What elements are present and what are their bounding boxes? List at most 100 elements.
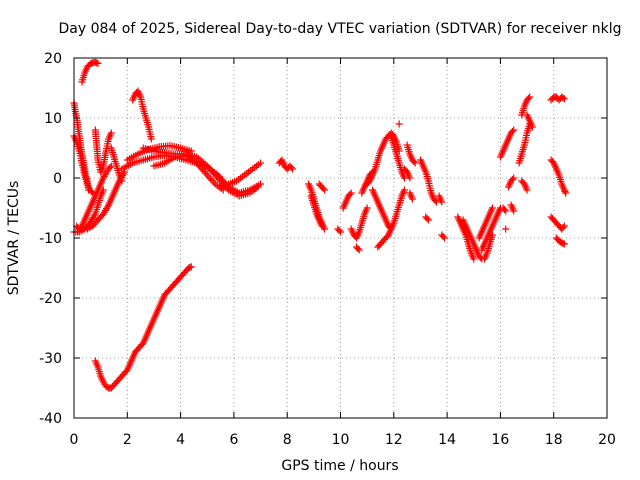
data-point-marker <box>219 186 227 194</box>
chart-title: Day 084 of 2025, Sidereal Day-to-day VTE… <box>59 21 622 37</box>
data-point-marker <box>337 228 344 236</box>
data-point-marker <box>254 183 262 191</box>
data-point-marker <box>94 59 102 67</box>
data-point-marker <box>502 225 510 233</box>
x-tick-label: 4 <box>176 432 185 448</box>
x-tick-label: 0 <box>70 432 79 448</box>
data-point-marker <box>99 186 107 194</box>
data-markers <box>70 58 570 392</box>
y-tick-label: -40 <box>39 411 62 427</box>
data-point-marker <box>289 165 297 173</box>
data-point-marker <box>287 164 295 171</box>
x-tick-label: 20 <box>598 432 616 448</box>
data-point-marker <box>147 135 155 143</box>
x-tick-label: 2 <box>123 432 132 448</box>
x-tick-label: 14 <box>438 432 456 448</box>
data-point-marker <box>321 186 329 194</box>
data-point-marker <box>560 95 568 103</box>
data-point-marker <box>510 126 518 134</box>
data-point-marker <box>395 120 403 128</box>
data-point-marker <box>440 234 448 242</box>
x-tick-label: 18 <box>545 432 563 448</box>
data-point-marker <box>508 128 516 135</box>
data-point-marker <box>346 191 354 198</box>
data-point-marker <box>187 263 195 271</box>
data-point-marker <box>199 166 207 174</box>
data-point-marker <box>528 123 536 131</box>
data-point-marker <box>107 129 115 137</box>
data-point-marker <box>488 204 496 212</box>
data-point-marker <box>411 159 419 167</box>
data-point-marker <box>502 207 510 215</box>
data-point-marker <box>209 169 217 177</box>
data-point-marker <box>408 195 416 203</box>
y-tick-label: -30 <box>39 351 62 367</box>
data-point-marker <box>439 233 447 240</box>
x-tick-label: 10 <box>332 432 350 448</box>
data-point-marker <box>400 186 408 194</box>
data-point-marker <box>194 161 202 169</box>
data-point-marker <box>561 188 569 195</box>
data-point-marker <box>193 159 201 167</box>
data-point-marker <box>510 207 518 215</box>
y-axis-label: SDTVAR / TECUs <box>6 181 22 296</box>
data-point-marker <box>187 147 195 155</box>
data-point-marker <box>85 186 93 194</box>
data-point-marker <box>560 240 568 248</box>
data-point-marker <box>523 186 531 194</box>
data-point-marker <box>354 245 362 252</box>
data-point-marker <box>211 171 219 179</box>
y-tick-label: 0 <box>53 171 62 187</box>
data-point-marker <box>106 164 114 171</box>
data-point-marker <box>200 168 208 176</box>
x-tick-label: 6 <box>229 432 238 448</box>
data-point-marker <box>203 162 211 170</box>
data-point-marker <box>438 198 446 206</box>
y-tick-label: 20 <box>44 51 62 67</box>
y-tick-label: -20 <box>39 291 62 307</box>
data-point-marker <box>319 185 327 192</box>
x-axis-label: GPS time / hours <box>281 458 398 474</box>
data-point-marker <box>424 216 432 224</box>
data-point-marker <box>560 186 568 194</box>
data-point-marker <box>101 171 109 179</box>
data-point-marker <box>526 93 534 101</box>
data-point-marker <box>335 227 343 234</box>
data-point-marker <box>215 176 223 184</box>
data-point-marker <box>355 246 363 254</box>
data-point-marker <box>508 176 516 183</box>
data-point-marker <box>196 162 204 170</box>
data-point-marker <box>488 231 496 239</box>
data-point-marker <box>559 94 567 102</box>
data-point-marker <box>410 158 418 165</box>
data-point-marker <box>363 204 371 212</box>
data-point-marker <box>347 189 355 197</box>
data-point-marker <box>212 172 220 180</box>
data-point-marker <box>257 159 265 167</box>
y-tick-label: -10 <box>39 231 62 247</box>
data-point-marker <box>559 224 567 231</box>
data-point-marker <box>423 215 431 222</box>
data-point-marker <box>202 169 210 177</box>
data-point-marker <box>524 95 532 102</box>
data-point-marker <box>500 206 508 213</box>
data-point-marker <box>197 164 205 172</box>
data-point-marker <box>118 177 126 185</box>
data-point-marker <box>93 59 101 67</box>
data-point-marker <box>560 222 568 230</box>
data-point-marker <box>470 255 478 263</box>
data-point-marker <box>562 189 570 197</box>
data-point-marker <box>510 174 518 182</box>
x-tick-label: 8 <box>283 432 292 448</box>
data-point-marker <box>318 222 326 230</box>
data-point-marker <box>206 165 214 173</box>
data-point-marker <box>406 174 414 182</box>
y-tick-label: 10 <box>44 111 62 127</box>
data-point-marker <box>208 167 216 175</box>
data-point-marker <box>205 164 213 172</box>
axis-ticks: 0 2 4 6 8 10 12 14 16 18 20 -40 -30 -20 -10 0 10 20 <box>39 51 616 448</box>
x-tick-label: 16 <box>491 432 509 448</box>
data-point-marker <box>214 174 222 182</box>
x-tick-label: 12 <box>385 432 403 448</box>
